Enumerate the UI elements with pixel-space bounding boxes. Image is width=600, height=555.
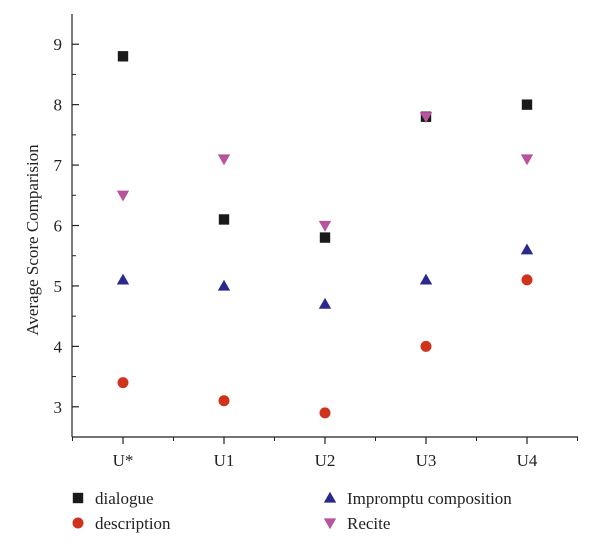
y-tick-label: 8: [54, 96, 63, 115]
legend-marker: [323, 518, 337, 530]
point-description: [218, 395, 230, 407]
point-dialogue: [319, 232, 331, 243]
legend-label: description: [95, 514, 171, 533]
legend-marker: [72, 492, 84, 504]
point-description: [420, 340, 432, 352]
x-tick-label: U3: [416, 451, 437, 470]
legend-marker: [72, 517, 84, 529]
y-tick-label: 6: [54, 217, 63, 236]
x-tick-label: U4: [517, 451, 538, 470]
legend-marker: [323, 491, 337, 503]
point-recite: [217, 154, 231, 166]
point-impromptu-composition: [116, 273, 130, 285]
y-axis-title: Average Score Comparision: [23, 144, 42, 336]
point-description: [521, 274, 533, 286]
x-ticks: U* U1 U2 U3 U4: [72, 437, 578, 470]
y-tick-label: 4: [54, 337, 63, 356]
y-ticks: 3 4 5 6 7 8 9: [54, 35, 79, 417]
legend-label: dialogue: [95, 489, 154, 508]
y-tick-label: 5: [54, 277, 63, 296]
point-impromptu-composition: [217, 279, 231, 291]
point-dialogue: [218, 214, 230, 225]
point-recite: [318, 220, 332, 232]
legend-label: Recite: [347, 514, 390, 533]
point-impromptu-composition: [419, 273, 433, 285]
point-recite: [116, 190, 130, 202]
y-tick-label: 7: [54, 156, 63, 175]
point-dialogue: [521, 99, 533, 110]
legend-label: Impromptu composition: [347, 489, 512, 508]
y-tick-label: 3: [54, 398, 63, 417]
point-recite: [520, 154, 534, 166]
point-description: [319, 407, 331, 419]
x-tick-label: U*: [113, 451, 134, 470]
point-description: [117, 377, 129, 389]
x-tick-label: U1: [214, 451, 235, 470]
data-points: [116, 51, 534, 419]
point-recite: [419, 112, 433, 123]
legend: dialogue description Impromptu composition…: [72, 489, 512, 533]
x-tick-label: U2: [315, 451, 336, 470]
point-impromptu-composition: [318, 297, 332, 309]
point-impromptu-composition: [520, 243, 534, 255]
point-dialogue: [117, 51, 129, 62]
y-tick-label: 9: [54, 35, 63, 54]
